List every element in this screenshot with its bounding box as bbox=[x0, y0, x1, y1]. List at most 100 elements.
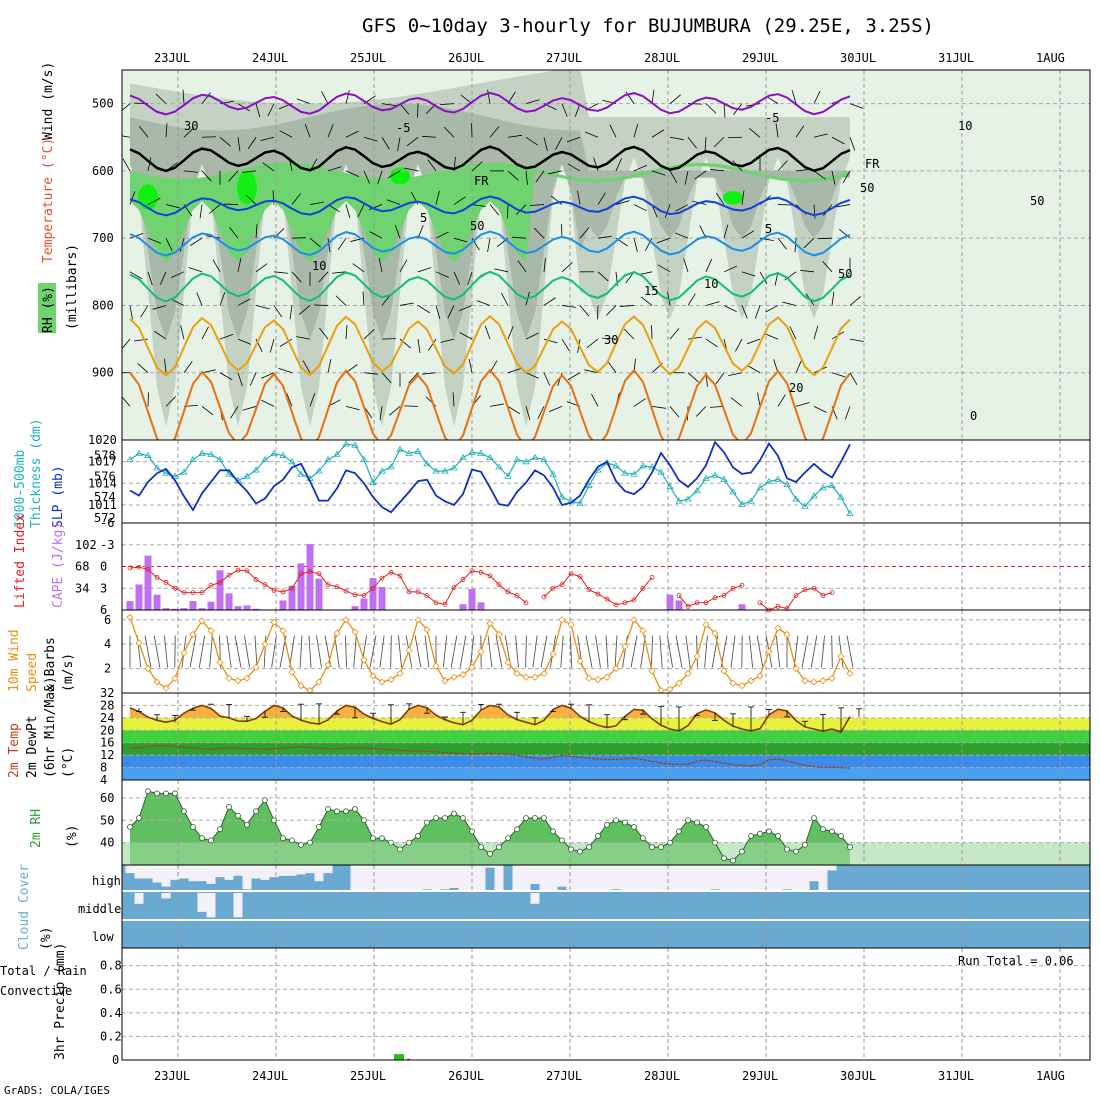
thickness-point-0 bbox=[126, 455, 134, 463]
cloud-clear-0-21 bbox=[314, 865, 324, 882]
wind10-point-48 bbox=[558, 616, 566, 624]
wind-barb-178 bbox=[422, 372, 437, 375]
wind-barb-217 bbox=[507, 325, 514, 340]
wind-barb-372 bbox=[795, 169, 810, 172]
temp-line bbox=[129, 704, 851, 734]
cape-bar-2 bbox=[144, 555, 152, 610]
cloud-ylabel-1: (%) bbox=[39, 927, 54, 950]
wind-barb-86 bbox=[273, 305, 283, 318]
wind-barb-234 bbox=[533, 227, 545, 239]
wind-barb-333 bbox=[715, 192, 725, 205]
wind-barb-149 bbox=[379, 406, 383, 421]
slp-ylabel-slp: SLP (mb) bbox=[51, 465, 66, 528]
slp-tick-1017: 1017 bbox=[88, 455, 117, 469]
rh2m-point-18 bbox=[289, 837, 295, 844]
rh2m-point-78 bbox=[829, 828, 835, 835]
wind-barb-331 bbox=[713, 136, 725, 148]
day-label-top-3: 26JUL bbox=[448, 51, 484, 65]
thickness-point-31 bbox=[405, 449, 413, 456]
wind10-tick-6: 6 bbox=[104, 613, 111, 627]
wind-barb-192 bbox=[471, 161, 483, 172]
wind-barb-162 bbox=[404, 167, 419, 172]
wind-barb-408 bbox=[849, 372, 858, 386]
li-point-44 bbox=[523, 600, 529, 606]
thickness-point-17 bbox=[279, 451, 287, 458]
wind-barb-409 bbox=[844, 406, 851, 420]
wind-barb-75 bbox=[255, 263, 268, 273]
cloud-clear-0-37 bbox=[458, 865, 468, 892]
cape-tick-68: 68 bbox=[75, 560, 89, 574]
wind10-point-40 bbox=[486, 619, 494, 627]
wind-barb-167 bbox=[417, 339, 421, 354]
wind-barb-277 bbox=[602, 337, 617, 340]
wind-barb-96 bbox=[289, 305, 293, 320]
rh2m-point-3 bbox=[154, 790, 160, 797]
wind-barb-201 bbox=[489, 126, 500, 138]
wind-barb-371 bbox=[795, 125, 805, 138]
wind-barb-138 bbox=[363, 372, 378, 375]
wind10-point-1 bbox=[135, 639, 143, 647]
wind10-point-75 bbox=[801, 677, 809, 685]
wind-barb-307 bbox=[669, 328, 680, 340]
contour-label-15: 50 bbox=[860, 181, 874, 195]
wind-barb-9 bbox=[122, 396, 131, 407]
li-point-63 bbox=[694, 600, 700, 606]
temp-ylabel-2: (6hr Min/Max) bbox=[43, 676, 58, 778]
wind-barb-247 bbox=[561, 338, 570, 352]
credit-label: GrADS: COLA/IGES bbox=[4, 1084, 110, 1097]
pressure-tick-800: 800 bbox=[92, 298, 114, 312]
wind-barb-369 bbox=[777, 394, 786, 407]
wind-barb-120 bbox=[345, 89, 350, 104]
wind-barb-11 bbox=[139, 125, 149, 138]
wind-barb-181 bbox=[443, 126, 455, 138]
li-point-4 bbox=[163, 580, 169, 585]
wind-barb-246 bbox=[561, 305, 576, 308]
wind-barb-37 bbox=[180, 325, 185, 340]
wind10-point-49 bbox=[567, 621, 575, 629]
wind-barb-132 bbox=[363, 170, 371, 184]
wind-barb-126 bbox=[335, 295, 347, 306]
rh2m-point-24 bbox=[343, 808, 349, 815]
cloud-clear-0-65 bbox=[710, 865, 720, 890]
wind10-point-54 bbox=[612, 665, 620, 673]
wind-barb-401 bbox=[849, 137, 856, 151]
day-label-bottom-3: 26JUL bbox=[448, 1069, 484, 1083]
wind-barb-24 bbox=[165, 238, 173, 251]
wind-barb-218 bbox=[507, 368, 522, 374]
wind10-point-13 bbox=[243, 674, 251, 682]
cloud-clear-0-58 bbox=[647, 865, 657, 892]
rh2m-point-23 bbox=[334, 808, 340, 815]
wind-barb-312 bbox=[684, 170, 689, 185]
wind-barb-362 bbox=[777, 160, 788, 172]
wind-barb-346 bbox=[741, 305, 748, 319]
cloud-clear-0-74 bbox=[791, 865, 801, 892]
wind-barb-111 bbox=[327, 124, 334, 138]
wind-barb-287 bbox=[623, 328, 635, 340]
li-point-2 bbox=[145, 567, 151, 572]
cloud-clear-0-71 bbox=[764, 865, 774, 892]
wind-barb-16 bbox=[140, 305, 149, 318]
day-label-bottom-9: 1AUG bbox=[1036, 1069, 1065, 1083]
wind-barb-335 bbox=[723, 265, 737, 273]
wind10-point-76 bbox=[810, 678, 818, 686]
rh2m-point-76 bbox=[811, 815, 817, 821]
wind-barb-283 bbox=[633, 204, 647, 212]
wind-barb-4 bbox=[129, 233, 144, 239]
temp-tick-24: 24 bbox=[100, 711, 114, 725]
wind-barb-100 bbox=[296, 98, 311, 105]
thickness-point-62 bbox=[684, 495, 692, 502]
thickness-tick-578: 578 bbox=[94, 449, 116, 463]
slp-tick-1011: 1011 bbox=[88, 498, 117, 512]
wind-barb-83 bbox=[272, 190, 275, 205]
wind-barb-304 bbox=[656, 237, 671, 244]
cape-bar-13 bbox=[243, 605, 251, 610]
wind-barb-7 bbox=[122, 338, 131, 350]
cape-bar-1 bbox=[135, 584, 143, 610]
wind-barb-317 bbox=[687, 336, 702, 340]
wind-barb-322 bbox=[694, 170, 707, 180]
wind-barb-151 bbox=[397, 137, 401, 152]
wind10-barb-25 bbox=[353, 635, 357, 668]
thickness-point-35 bbox=[441, 467, 449, 474]
wind-barb-314 bbox=[674, 232, 689, 239]
cloud-clear-0-55 bbox=[620, 865, 630, 892]
